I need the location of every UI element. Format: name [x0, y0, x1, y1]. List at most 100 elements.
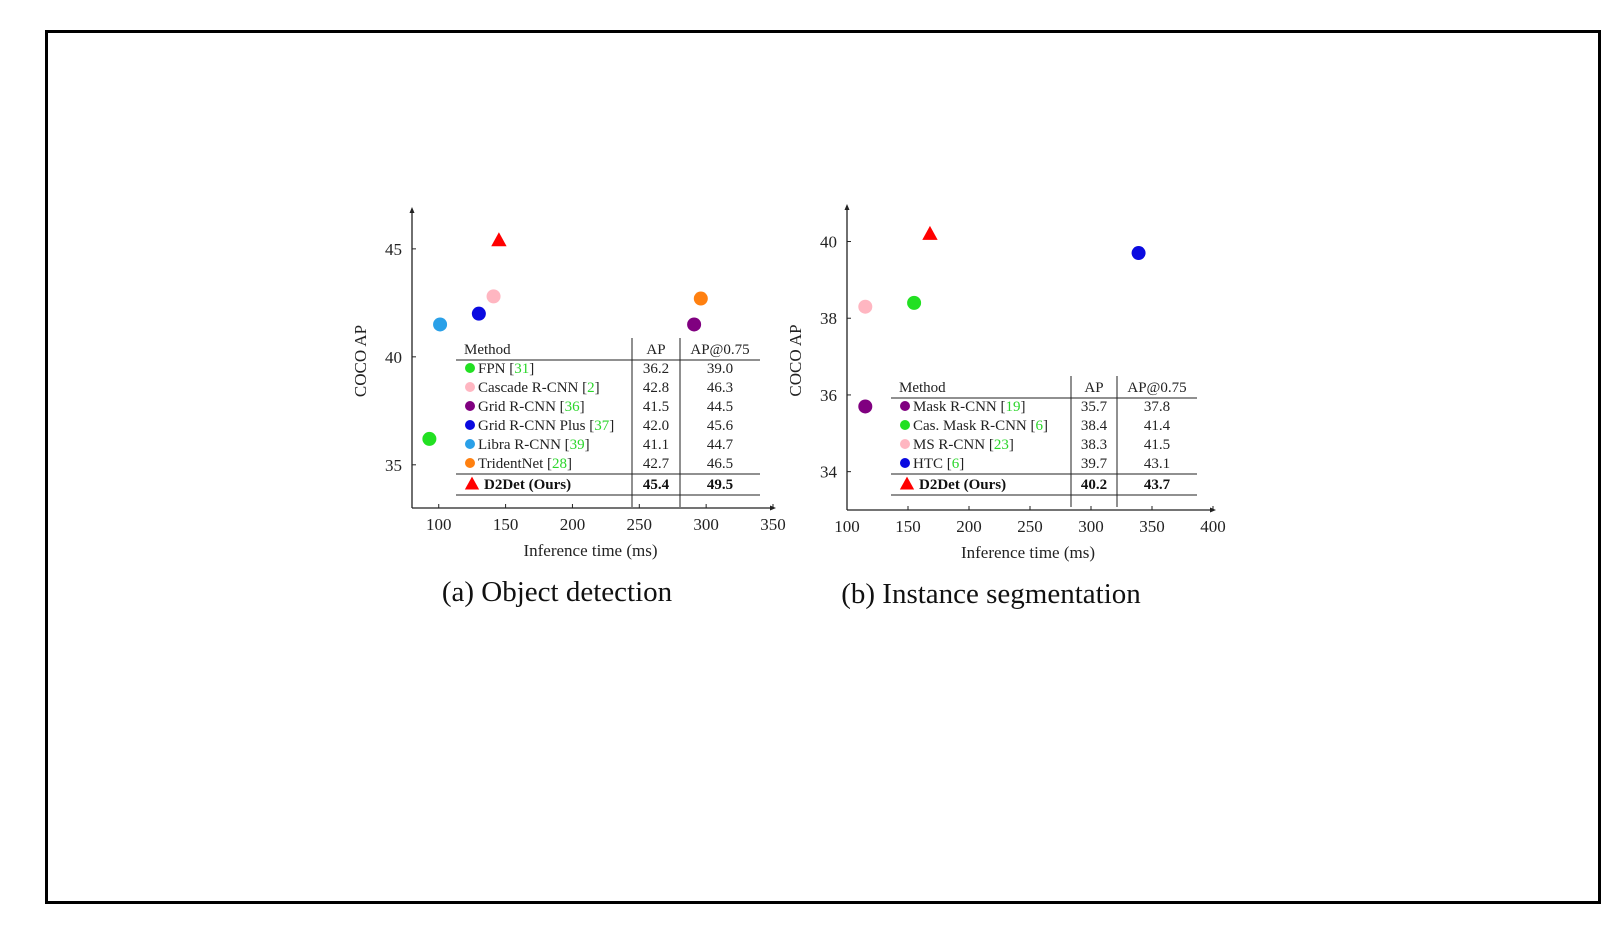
table-ap75: 41.5: [1144, 437, 1170, 453]
table-marker: [465, 439, 475, 449]
table-ap: 40.2: [1081, 477, 1107, 493]
y-tick-label: 35: [385, 456, 402, 475]
table-method: Grid R-CNN [36]: [478, 399, 585, 415]
y-tick-label: 45: [385, 240, 402, 259]
data-point-grid-r-cnn-plus: [471, 306, 486, 321]
table-ap75: 49.5: [707, 477, 733, 493]
x-tick-label: 350: [1139, 517, 1165, 536]
x-tick-label: 150: [493, 515, 519, 534]
table-method: FPN [31]: [478, 361, 534, 377]
x-tick-label: 400: [1200, 517, 1226, 536]
table-ap75: 39.0: [707, 361, 733, 377]
data-point-tridentnet: [693, 291, 708, 306]
table-ref-bracket: ]: [1021, 399, 1026, 415]
table-method: Cascade R-CNN [2]: [478, 380, 600, 396]
table-method-name: Mask R-CNN: [913, 399, 997, 415]
table-method: Cas. Mask R-CNN [6]: [913, 418, 1048, 434]
table-ap: 42.8: [643, 380, 669, 396]
table-ap: 45.4: [643, 477, 670, 493]
y-axis-arrow: [844, 204, 850, 210]
table-header-ap: AP: [1084, 380, 1103, 396]
data-point-d2det-ours: [491, 232, 507, 247]
x-tick-label: 100: [426, 515, 452, 534]
table-marker: [900, 401, 910, 411]
table-method: D2Det (Ours): [919, 477, 1006, 493]
table-ref-bracket: ]: [595, 380, 600, 396]
data-point-htc: [1131, 246, 1146, 261]
results-table: Method AP AP@0.75 Mask R-CNN [19] 35.7 37.8 Ca…: [891, 376, 1197, 507]
table-marker: [465, 401, 475, 411]
y-tick-label: 40: [820, 233, 837, 252]
y-axis-title: COCO AP: [786, 324, 805, 396]
table-ref-bracket: [: [556, 399, 565, 415]
table-ap75: 37.8: [1144, 399, 1170, 415]
table-method-name: TridentNet: [478, 456, 544, 472]
x-axis-title: Inference time (ms): [523, 541, 657, 560]
table-method-name: HTC: [913, 456, 943, 472]
table-ap75: 44.7: [707, 437, 734, 453]
results-table: Method AP AP@0.75 FPN [31] 36.2 39.0 Cascade R…: [456, 338, 760, 507]
data-point-fpn: [422, 431, 437, 446]
data-point-cas-mask-r-cnn: [907, 295, 922, 310]
table-ref-bracket: [: [997, 399, 1006, 415]
table-method: Libra R-CNN [39]: [478, 437, 590, 453]
chart-object-detection: 100 150 200 250 300 350 35 40 45 Inference time (…: [351, 207, 786, 608]
table-marker: [900, 439, 910, 449]
table-ref-bracket: ]: [1043, 418, 1048, 434]
data-point-ms-r-cnn: [858, 299, 873, 314]
table-ref-bracket: ]: [609, 418, 614, 434]
data-point-d2det-ours: [922, 225, 938, 240]
table-ap: 41.1: [643, 437, 669, 453]
table-header-method: Method: [464, 342, 511, 358]
table-method-name: Grid R-CNN Plus: [478, 418, 586, 434]
table-ref-bracket: [: [561, 437, 570, 453]
table-ref: 23: [994, 437, 1009, 453]
table-ap: 35.7: [1081, 399, 1108, 415]
table-ap: 42.0: [643, 418, 669, 434]
table-ref-bracket: ]: [580, 399, 585, 415]
table-ap: 39.7: [1081, 456, 1108, 472]
table-ref: 19: [1006, 399, 1021, 415]
table-ref: 37: [594, 418, 610, 434]
x-tick-label: 350: [760, 515, 786, 534]
table-ap75: 43.7: [1144, 477, 1171, 493]
table-ref-bracket: [: [1027, 418, 1036, 434]
table-method: TridentNet [28]: [478, 456, 572, 472]
table-marker: [900, 420, 910, 430]
table-ap75: 41.4: [1144, 418, 1171, 434]
table-ap: 41.5: [643, 399, 669, 415]
x-tick-label: 100: [834, 517, 860, 536]
table-ap: 42.7: [643, 456, 670, 472]
table-ref-bracket: [: [543, 456, 552, 472]
data-point-cascade-r-cnn: [486, 289, 501, 304]
table-method: Grid R-CNN Plus [37]: [478, 418, 614, 434]
table-method-name: Grid R-CNN: [478, 399, 556, 415]
y-tick-label: 36: [820, 386, 837, 405]
table-method-name: FPN: [478, 361, 506, 377]
table-marker: [465, 363, 475, 373]
table-method-name: D2Det (Ours): [919, 477, 1006, 493]
x-tick-label: 150: [895, 517, 921, 536]
table-marker: [900, 458, 910, 468]
table-marker: [899, 476, 915, 490]
table-ref-bracket: [: [943, 456, 952, 472]
table-ref: 39: [570, 437, 585, 453]
table-ref: 36: [565, 399, 581, 415]
table-ref: 6: [1036, 418, 1044, 434]
table-ref-bracket: [: [586, 418, 595, 434]
table-header-method: Method: [899, 380, 946, 396]
x-tick-label: 250: [627, 515, 653, 534]
y-tick-label: 34: [820, 463, 838, 482]
table-method-name: Cascade R-CNN: [478, 380, 579, 396]
x-tick-label: 200: [560, 515, 586, 534]
table-method-name: Libra R-CNN: [478, 437, 561, 453]
table-method-name: MS R-CNN: [913, 437, 985, 453]
data-point-grid-r-cnn: [687, 317, 702, 332]
table-method: HTC [6]: [913, 456, 964, 472]
table-ref-bracket: ]: [529, 361, 534, 377]
table-marker: [465, 382, 475, 392]
table-header-ap: AP: [646, 342, 665, 358]
table-ap75: 46.3: [707, 380, 733, 396]
table-method-name: Cas. Mask R-CNN: [913, 418, 1027, 434]
